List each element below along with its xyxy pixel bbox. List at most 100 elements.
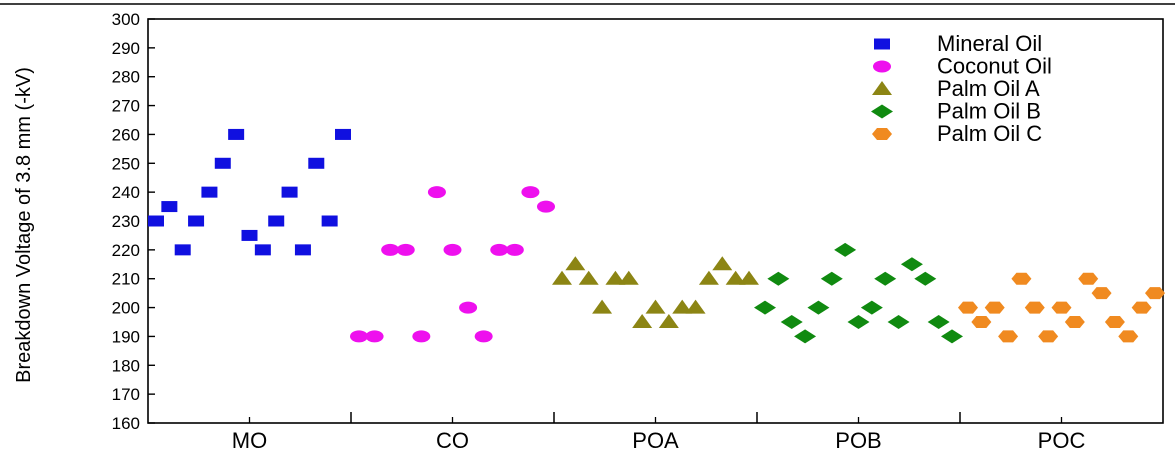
data-point: [672, 299, 693, 314]
data-point: [618, 270, 639, 285]
data-point: [658, 314, 679, 328]
data-point: [427, 186, 446, 199]
data-point: [971, 316, 992, 328]
y-tick-label: 300: [112, 10, 140, 29]
data-point: [794, 329, 817, 344]
data-point: [268, 215, 285, 227]
data-point: [592, 299, 613, 314]
data-point: [381, 243, 400, 256]
y-ticks: 160 170 180 190 200 210 220 230 240 250 260 270 280 2…: [112, 10, 155, 433]
data-point: [1011, 272, 1032, 285]
data-point: [927, 315, 950, 329]
data-point: [174, 244, 191, 256]
data-point: [780, 315, 803, 329]
x-category-label: MO: [232, 428, 267, 453]
y-tick-label: 180: [112, 356, 140, 375]
y-tick-label: 200: [112, 299, 140, 318]
data-point: [1064, 316, 1085, 328]
data-point: [698, 270, 719, 285]
y-tick-label: 270: [112, 97, 140, 116]
data-point: [350, 330, 368, 343]
data-point: [490, 243, 509, 256]
data-point: [998, 330, 1019, 343]
legend-label: Coconut Oil: [937, 54, 1052, 79]
data-point: [1104, 316, 1125, 328]
data-point: [412, 330, 431, 343]
data-point: [321, 215, 338, 227]
data-point: [874, 271, 897, 286]
legend-marker: [871, 104, 893, 119]
legend-marker: [872, 128, 892, 140]
data-point: [1038, 330, 1059, 343]
data-point: [552, 270, 572, 285]
data-point: [578, 270, 599, 285]
legend-label: Mineral Oil: [937, 31, 1042, 56]
data-point: [847, 315, 870, 329]
x-category-label: POC: [1038, 428, 1086, 453]
data-point: [807, 300, 830, 315]
data-point: [308, 157, 325, 169]
data-point: [474, 330, 493, 343]
legend-marker: [873, 60, 891, 73]
legend-label: Palm Oil A: [937, 76, 1040, 101]
data-point: [521, 186, 540, 199]
y-tick-label: 160: [112, 414, 140, 433]
y-tick-label: 240: [112, 183, 140, 202]
data-point: [537, 200, 555, 213]
data-point: [685, 299, 706, 314]
data-point: [739, 270, 759, 285]
y-tick-label: 190: [112, 327, 140, 346]
data-point: [958, 301, 978, 314]
data-point: [1145, 287, 1165, 300]
data-point: [459, 301, 478, 314]
x-categories: MO CO POA POB POC: [232, 412, 1086, 453]
y-tick-label: 210: [112, 270, 140, 289]
data-point: [1051, 301, 1072, 314]
x-category-label: POB: [835, 428, 881, 453]
data-point: [767, 271, 790, 286]
data-point: [860, 300, 883, 315]
y-tick-label: 170: [112, 385, 140, 404]
x-category-label: CO: [436, 428, 469, 453]
y-axis-label: Breakdown Voltage of 3.8 mm (-kV): [13, 67, 35, 383]
data-point: [754, 300, 776, 315]
data-point: [632, 314, 653, 328]
data-point: [148, 215, 164, 227]
data-point: [281, 186, 298, 198]
data-point: [725, 270, 746, 285]
data-points: [148, 128, 1165, 344]
data-point: [984, 301, 1005, 314]
y-tick-label: 220: [112, 241, 140, 260]
data-point: [201, 186, 218, 198]
data-point: [1078, 272, 1099, 285]
data-point: [396, 243, 415, 256]
data-point: [443, 243, 462, 256]
data-point: [565, 256, 586, 271]
legend-label: Palm Oil B: [937, 99, 1041, 124]
y-tick-label: 230: [112, 212, 140, 231]
data-point: [1118, 330, 1139, 343]
data-point: [161, 201, 178, 213]
data-point: [900, 257, 923, 272]
data-point: [605, 270, 626, 285]
data-point: [214, 157, 231, 169]
data-point: [1024, 301, 1045, 314]
legend-label: Palm Oil C: [937, 121, 1042, 146]
data-point: [294, 244, 311, 256]
data-point: [188, 215, 205, 227]
y-tick-label: 250: [112, 154, 140, 173]
data-point: [834, 242, 857, 257]
legend-marker: [872, 81, 892, 95]
data-point: [914, 271, 937, 286]
data-point: [241, 229, 258, 241]
data-point: [505, 243, 524, 256]
y-tick-label: 280: [112, 68, 140, 87]
y-tick-label: 290: [112, 39, 140, 58]
data-point: [365, 330, 384, 343]
data-point: [254, 244, 271, 256]
legend-marker: [874, 38, 890, 50]
data-point: [645, 299, 666, 314]
data-point: [712, 256, 733, 271]
